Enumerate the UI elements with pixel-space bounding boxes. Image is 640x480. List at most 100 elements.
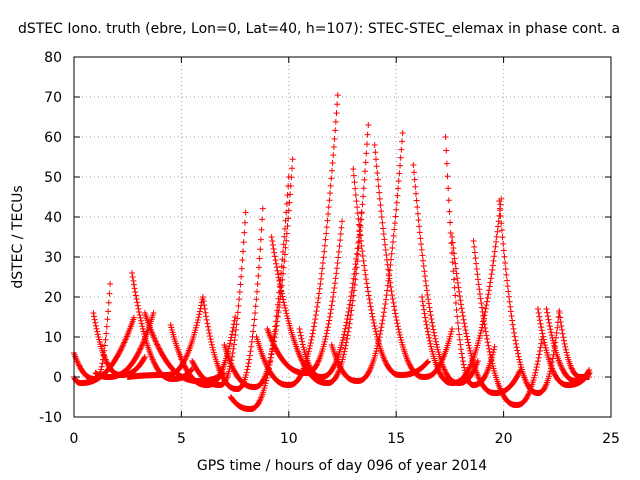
data-point: [559, 365, 566, 372]
data-point: [281, 225, 288, 232]
data-point: [232, 332, 239, 339]
data-point: [269, 338, 276, 345]
data-point: [385, 266, 392, 273]
data-point: [455, 325, 462, 332]
data-point: [441, 367, 448, 374]
data-point: [331, 362, 338, 369]
data-point: [119, 342, 126, 349]
data-point: [500, 240, 507, 247]
data-point: [313, 308, 320, 315]
data-point: [253, 296, 260, 303]
data-point: [478, 300, 485, 307]
data-point: [136, 346, 143, 353]
data-point: [284, 223, 291, 230]
data-point: [420, 257, 427, 264]
data-point: [540, 336, 547, 343]
data-point: [342, 322, 349, 329]
data-point: [208, 338, 215, 345]
data-point: [457, 297, 464, 304]
data-point: [179, 358, 186, 365]
data-point: [523, 379, 530, 386]
data-point: [421, 273, 428, 280]
data-point: [335, 248, 342, 255]
data-point: [299, 341, 306, 348]
data-point: [536, 348, 543, 355]
data-point: [485, 345, 492, 352]
data-point: [538, 327, 545, 334]
data-point: [412, 190, 419, 197]
data-point: [354, 251, 361, 258]
data-point: [230, 345, 237, 352]
data-point: [538, 324, 545, 331]
data-point: [196, 308, 203, 315]
data-point: [510, 325, 517, 332]
data-point: [426, 334, 433, 341]
data-point: [230, 366, 237, 373]
data-point: [454, 313, 461, 320]
data-point: [369, 313, 376, 320]
data-point: [377, 202, 384, 209]
data-point: [356, 221, 363, 228]
data-point: [371, 322, 378, 329]
data-point: [194, 316, 201, 323]
data-point: [256, 398, 263, 405]
data-point: [209, 344, 216, 351]
data-point: [378, 208, 385, 215]
data-point: [348, 293, 355, 300]
data-point: [391, 226, 398, 233]
data-point: [316, 290, 323, 297]
data-point: [324, 217, 331, 224]
data-point: [331, 135, 338, 142]
data-point: [231, 336, 238, 343]
data-point: [397, 162, 404, 169]
data-point: [451, 255, 458, 262]
data-point: [150, 359, 157, 366]
data-point: [328, 175, 335, 182]
data-point: [471, 243, 478, 250]
data-point: [390, 232, 397, 239]
data-point: [373, 156, 380, 163]
data-point: [329, 298, 336, 305]
data-point: [411, 176, 418, 183]
data-point: [475, 276, 482, 283]
data-point: [255, 272, 262, 279]
data-point: [478, 327, 485, 334]
data-point: [334, 92, 341, 99]
data-point: [396, 329, 403, 336]
data-point: [380, 313, 387, 320]
data-point: [179, 359, 186, 366]
data-point: [466, 345, 473, 352]
data-point: [355, 215, 362, 222]
data-point: [262, 360, 269, 367]
data-point: [476, 290, 483, 297]
data-point: [319, 259, 326, 266]
data-point: [359, 248, 366, 255]
data-point: [251, 316, 258, 323]
data-point: [391, 307, 398, 314]
data-point: [366, 368, 373, 375]
data-point: [376, 195, 383, 202]
data-point: [432, 338, 439, 345]
data-point: [268, 351, 275, 358]
data-point: [259, 216, 266, 223]
data-point: [344, 315, 351, 322]
data-point: [275, 309, 282, 316]
data-point: [310, 327, 317, 334]
data-point: [281, 258, 288, 265]
data-point: [260, 376, 267, 383]
data-point: [280, 264, 287, 271]
data-point: [226, 343, 233, 350]
data-point: [496, 198, 503, 204]
data-point: [322, 333, 329, 340]
data-point: [370, 316, 377, 323]
data-point: [533, 364, 540, 371]
x-tick-label: 20: [495, 431, 513, 447]
data-point: [554, 324, 561, 331]
data-point: [377, 327, 384, 334]
data-point: [270, 341, 277, 348]
data-point: [465, 342, 472, 349]
data-point: [536, 351, 543, 358]
data-point: [392, 310, 399, 317]
data-point: [432, 335, 439, 342]
data-point: [456, 336, 463, 343]
